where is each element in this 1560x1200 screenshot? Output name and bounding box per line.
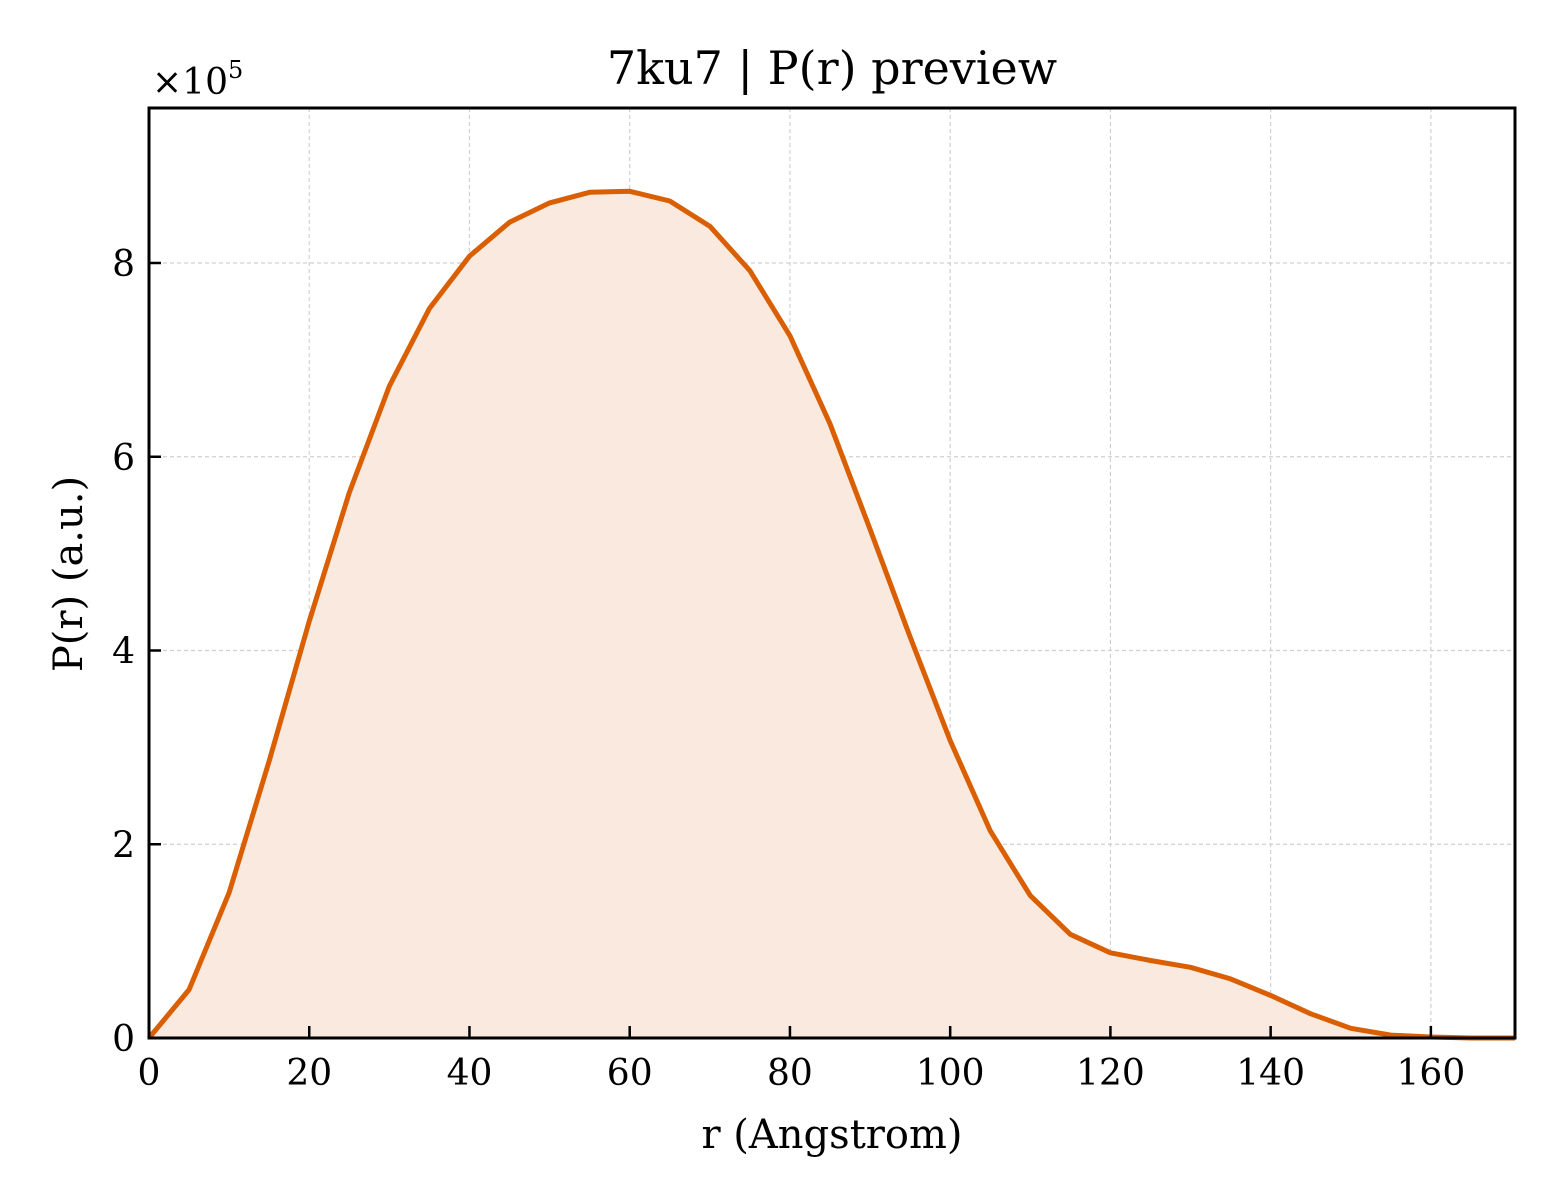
y-tick-label: 2 [112, 825, 135, 866]
x-tick-label: 160 [1397, 1053, 1466, 1094]
chart-title: 7ku7 | P(r) preview [607, 41, 1057, 95]
plot-frame [147, 106, 1517, 1040]
x-tick-label: 100 [916, 1053, 985, 1094]
x-tick-label: 40 [447, 1053, 493, 1094]
y-tick-label: 8 [112, 244, 135, 285]
x-tick-label: 0 [138, 1053, 161, 1094]
x-axis-label: r (Angstrom) [701, 1112, 962, 1158]
x-tick-label: 20 [286, 1053, 332, 1094]
axis-ticks: 0 20 40 60 80 100 120 140 160 0 2 4 6 8 [112, 244, 1465, 1094]
y-multiplier-exponent: 5 [228, 56, 243, 84]
x-tick-label: 80 [767, 1053, 813, 1094]
y-tick-label: 6 [112, 438, 135, 479]
y-tick-label: 0 [112, 1019, 135, 1060]
y-axis-label: P(r) (a.u.) [46, 476, 92, 672]
pr-area-fill [149, 191, 1515, 1039]
x-tick-label: 140 [1236, 1053, 1305, 1094]
y-multiplier-base: ×10 [152, 62, 228, 103]
x-tick-label: 120 [1076, 1053, 1145, 1094]
y-tick-label: 4 [112, 632, 135, 673]
x-tick-label: 60 [607, 1053, 653, 1094]
pr-series-line [147, 188, 1515, 1041]
y-multiplier: ×105 [152, 56, 243, 103]
